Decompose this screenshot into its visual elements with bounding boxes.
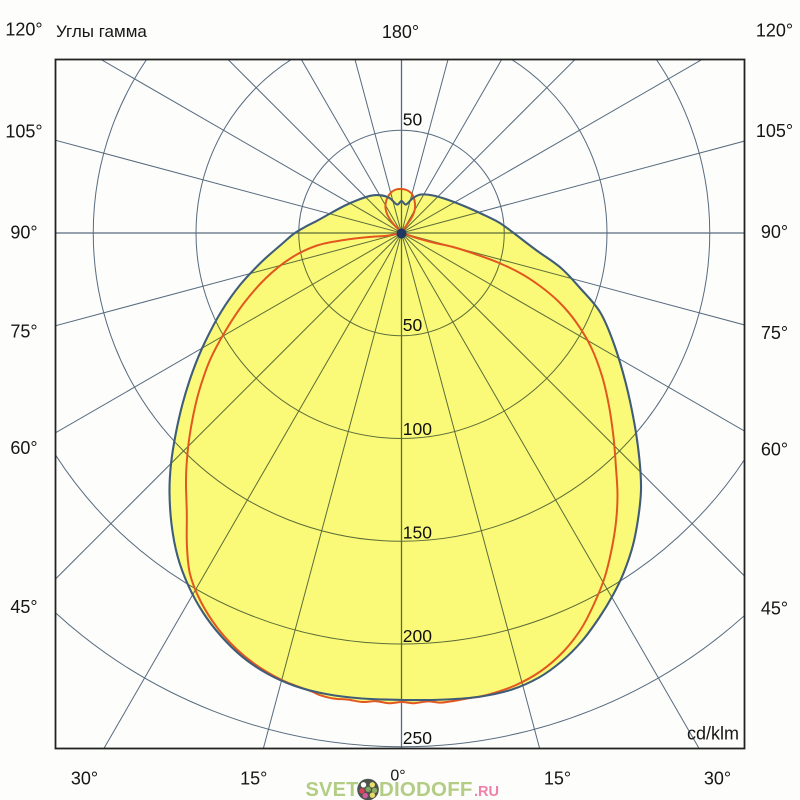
svg-text:Углы гамма: Углы гамма <box>56 22 147 41</box>
svg-text:45°: 45° <box>761 599 788 619</box>
svg-text:100: 100 <box>403 419 432 439</box>
svg-text:30°: 30° <box>71 769 98 789</box>
svg-text:50: 50 <box>403 109 423 129</box>
svg-text:30°: 30° <box>704 769 731 789</box>
svg-text:250: 250 <box>403 728 432 748</box>
svg-text:60°: 60° <box>761 440 788 460</box>
svg-text:SVET: SVET <box>306 779 359 800</box>
svg-text:60°: 60° <box>10 438 37 458</box>
svg-text:15°: 15° <box>240 769 267 789</box>
svg-text:105°: 105° <box>756 121 793 141</box>
svg-text:DIODOFF: DIODOFF <box>379 778 473 800</box>
svg-text:75°: 75° <box>10 321 37 341</box>
svg-text:.RU: .RU <box>474 784 499 800</box>
svg-text:180°: 180° <box>382 22 419 42</box>
svg-text:50: 50 <box>403 315 423 335</box>
svg-text:45°: 45° <box>10 597 37 617</box>
svg-text:cd/klm: cd/klm <box>687 724 739 744</box>
svg-text:90°: 90° <box>10 223 37 243</box>
svg-text:75°: 75° <box>761 323 788 343</box>
svg-text:90°: 90° <box>761 222 788 242</box>
svg-text:0°: 0° <box>390 768 405 785</box>
svg-text:105°: 105° <box>5 122 42 142</box>
svg-text:200: 200 <box>403 626 432 646</box>
svg-text:120°: 120° <box>5 20 42 40</box>
svg-text:150: 150 <box>403 522 432 542</box>
svg-text:15°: 15° <box>544 769 571 789</box>
svg-text:120°: 120° <box>756 21 793 41</box>
